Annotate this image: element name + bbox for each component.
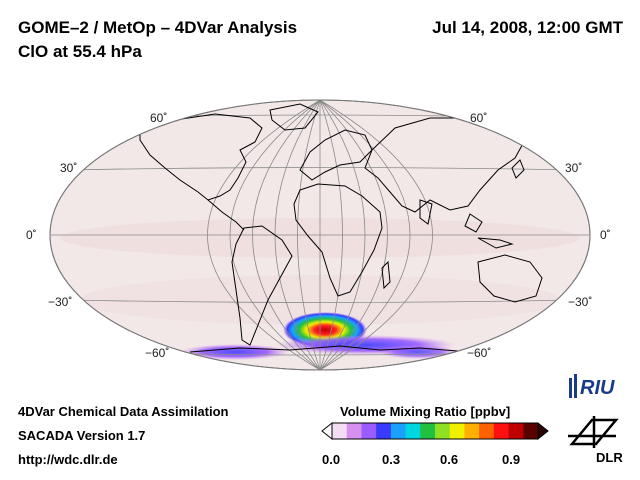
map-title: GOME–2 / MetOp – 4DVar Analysis (18, 18, 298, 37)
colorbar-cell (390, 423, 407, 439)
colorbar-high-arrow (537, 421, 549, 441)
lat-label-s60-right: −60˚ (467, 346, 492, 360)
lat-label-s30-left: −30˚ (48, 295, 73, 309)
colorbar-tick-1: 0.3 (382, 452, 401, 467)
colorbar-tick-3: 0.9 (502, 452, 521, 467)
footer-line2: SACADA Version 1.7 (18, 428, 146, 443)
riu-logo: RIU (566, 374, 614, 400)
colorbar-cell (523, 423, 539, 439)
colorbar-tick-2: 0.6 (440, 452, 459, 467)
lat-label-s30-right: −30˚ (568, 295, 593, 309)
lat-label-n60-left: 60˚ (150, 111, 168, 125)
colorbar-cell (376, 423, 392, 439)
lat-label-eq-left: 0˚ (26, 228, 37, 242)
colorbar-low-arrow (321, 421, 333, 441)
colorbar-cell (332, 423, 348, 439)
dlr-logo: DLR (566, 414, 623, 465)
colorbar-cell (420, 423, 436, 439)
map-subtitle: ClO at 55.4 hPa (18, 42, 142, 61)
colorbar-cell (405, 423, 421, 439)
dlr-logo-text: DLR (596, 450, 623, 465)
footer-url: http://wdc.dlr.de (18, 452, 118, 467)
colorbar (321, 421, 549, 441)
colorbar-cell (435, 423, 451, 439)
dlr-emblem-icon (568, 416, 619, 448)
riu-logo-text: RIU (580, 377, 615, 399)
colorbar-cell (449, 423, 465, 439)
colorbar-title: Volume Mixing Ratio [ppbv] (340, 404, 511, 419)
footer-line1: 4DVar Chemical Data Assimilation (18, 404, 229, 419)
map-datetime: Jul 14, 2008, 12:00 GMT (432, 18, 623, 37)
lat-label-n30-left: 30˚ (60, 161, 78, 175)
riu-building-icon (569, 374, 577, 398)
lat-label-n60-right: 60˚ (470, 111, 488, 125)
lat-label-eq-right: 0˚ (600, 228, 611, 242)
colorbar-cell (479, 423, 495, 439)
colorbar-cell (361, 423, 377, 439)
lat-label-s60-left: −60˚ (145, 346, 170, 360)
colorbar-cell (493, 423, 510, 439)
colorbar-tick-0: 0.0 (322, 452, 341, 467)
lat-label-n30-right: 30˚ (565, 161, 583, 175)
colorbar-cell (508, 423, 524, 439)
colorbar-cell (346, 423, 362, 439)
colorbar-cell (464, 423, 480, 439)
